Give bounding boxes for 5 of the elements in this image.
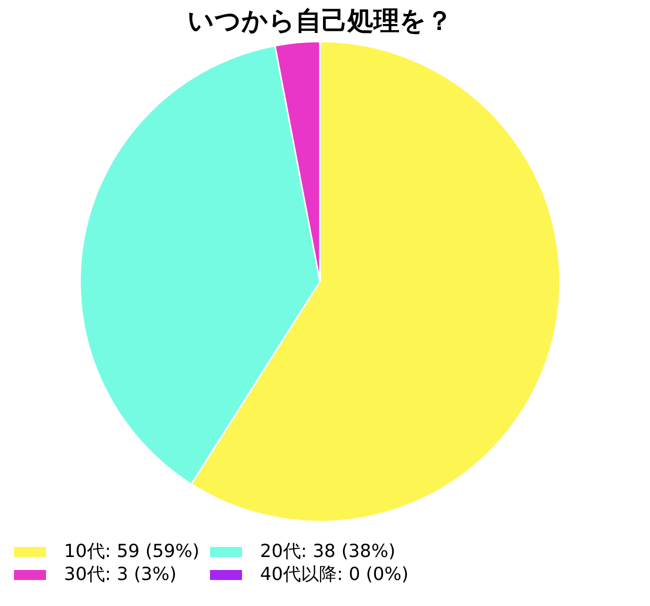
legend-label: 10代: 59 (59%): [64, 541, 200, 562]
chart-title: いつから自己処理を？: [188, 6, 452, 36]
legend-label: 40代以降: 0 (0%): [260, 564, 408, 585]
legend-label: 30代: 3 (3%): [64, 564, 176, 585]
legend-label: 20代: 38 (38%): [260, 541, 396, 562]
